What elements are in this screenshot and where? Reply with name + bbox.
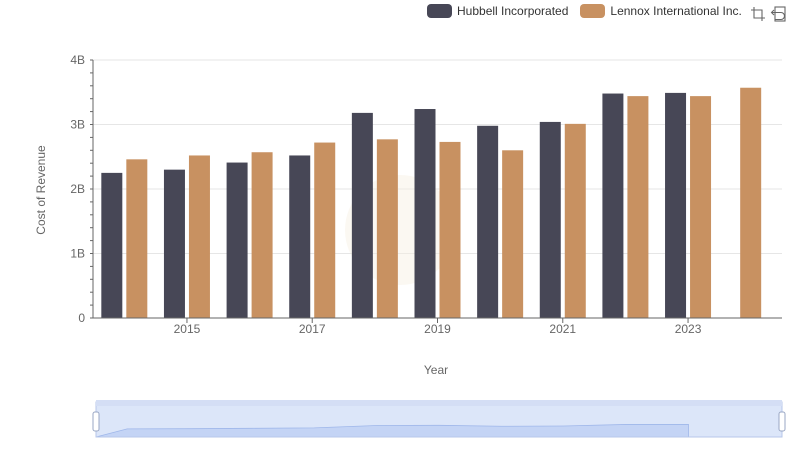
axes: 0 1B 2B 3B 4B 2015 2017 2019 2021 2023 xyxy=(70,53,782,336)
bar-lennox-2024[interactable] xyxy=(740,87,762,318)
bar-lennox-2014[interactable] xyxy=(126,159,148,318)
legend-label-hubbell: Hubbell Incorporated xyxy=(457,4,569,18)
bar-lennox-2017[interactable] xyxy=(314,142,336,318)
y-tick-label: 1B xyxy=(70,247,85,261)
bar-lennox-2019[interactable] xyxy=(439,141,461,318)
y-axis-label: Cost of Revenue xyxy=(34,145,48,235)
legend: Hubbell Incorporated Lennox Internationa… xyxy=(427,4,754,18)
legend-swatch-lennox xyxy=(580,4,606,18)
y-tick-label: 2B xyxy=(70,182,85,196)
zoom-preview-area xyxy=(95,424,689,438)
x-tick-label: 2017 xyxy=(299,322,326,336)
zoom-icon[interactable] xyxy=(750,6,766,22)
bars xyxy=(101,87,762,319)
bar-hubbell-2020[interactable] xyxy=(477,125,499,318)
x-tick-label: 2021 xyxy=(549,322,576,336)
y-tick-label: 4B xyxy=(70,53,85,67)
toolbox xyxy=(746,6,786,22)
zoom-handle-left[interactable] xyxy=(92,411,100,432)
bar-lennox-2020[interactable] xyxy=(502,150,524,318)
bar-lennox-2021[interactable] xyxy=(564,123,586,318)
legend-swatch-hubbell xyxy=(427,4,452,18)
data-zoom-slider[interactable] xyxy=(92,400,786,438)
bar-lennox-2022[interactable] xyxy=(627,96,649,319)
bar-lennox-2018[interactable] xyxy=(376,139,398,318)
bar-lennox-2015[interactable] xyxy=(188,155,210,318)
bar-hubbell-2015[interactable] xyxy=(163,169,185,318)
bar-hubbell-2017[interactable] xyxy=(289,155,311,318)
bar-hubbell-2021[interactable] xyxy=(539,121,561,318)
legend-item-lennox[interactable]: Lennox International Inc. xyxy=(580,4,742,18)
zoom-handle-right[interactable] xyxy=(778,411,786,432)
bar-lennox-2016[interactable] xyxy=(251,152,273,318)
x-tick-label: 2015 xyxy=(174,322,201,336)
bar-hubbell-2023[interactable] xyxy=(665,92,687,319)
bar-hubbell-2018[interactable] xyxy=(351,112,373,318)
x-axis-label: Year xyxy=(424,363,448,377)
bar-hubbell-2014[interactable] xyxy=(101,172,123,318)
bar-hubbell-2016[interactable] xyxy=(226,162,248,318)
zoom-top-bar[interactable] xyxy=(96,400,782,406)
zoom-window[interactable] xyxy=(95,401,783,438)
y-tick-label: 0 xyxy=(78,311,85,325)
legend-label-lennox: Lennox International Inc. xyxy=(610,4,742,18)
bar-hubbell-2019[interactable] xyxy=(414,109,436,319)
legend-item-hubbell[interactable]: Hubbell Incorporated xyxy=(427,4,568,18)
y-tick-label: 3B xyxy=(70,118,85,132)
x-tick-label: 2023 xyxy=(675,322,702,336)
restore-icon[interactable] xyxy=(770,6,786,22)
bar-hubbell-2022[interactable] xyxy=(602,93,624,318)
x-tick-label: 2019 xyxy=(424,322,451,336)
bar-lennox-2023[interactable] xyxy=(690,96,712,319)
